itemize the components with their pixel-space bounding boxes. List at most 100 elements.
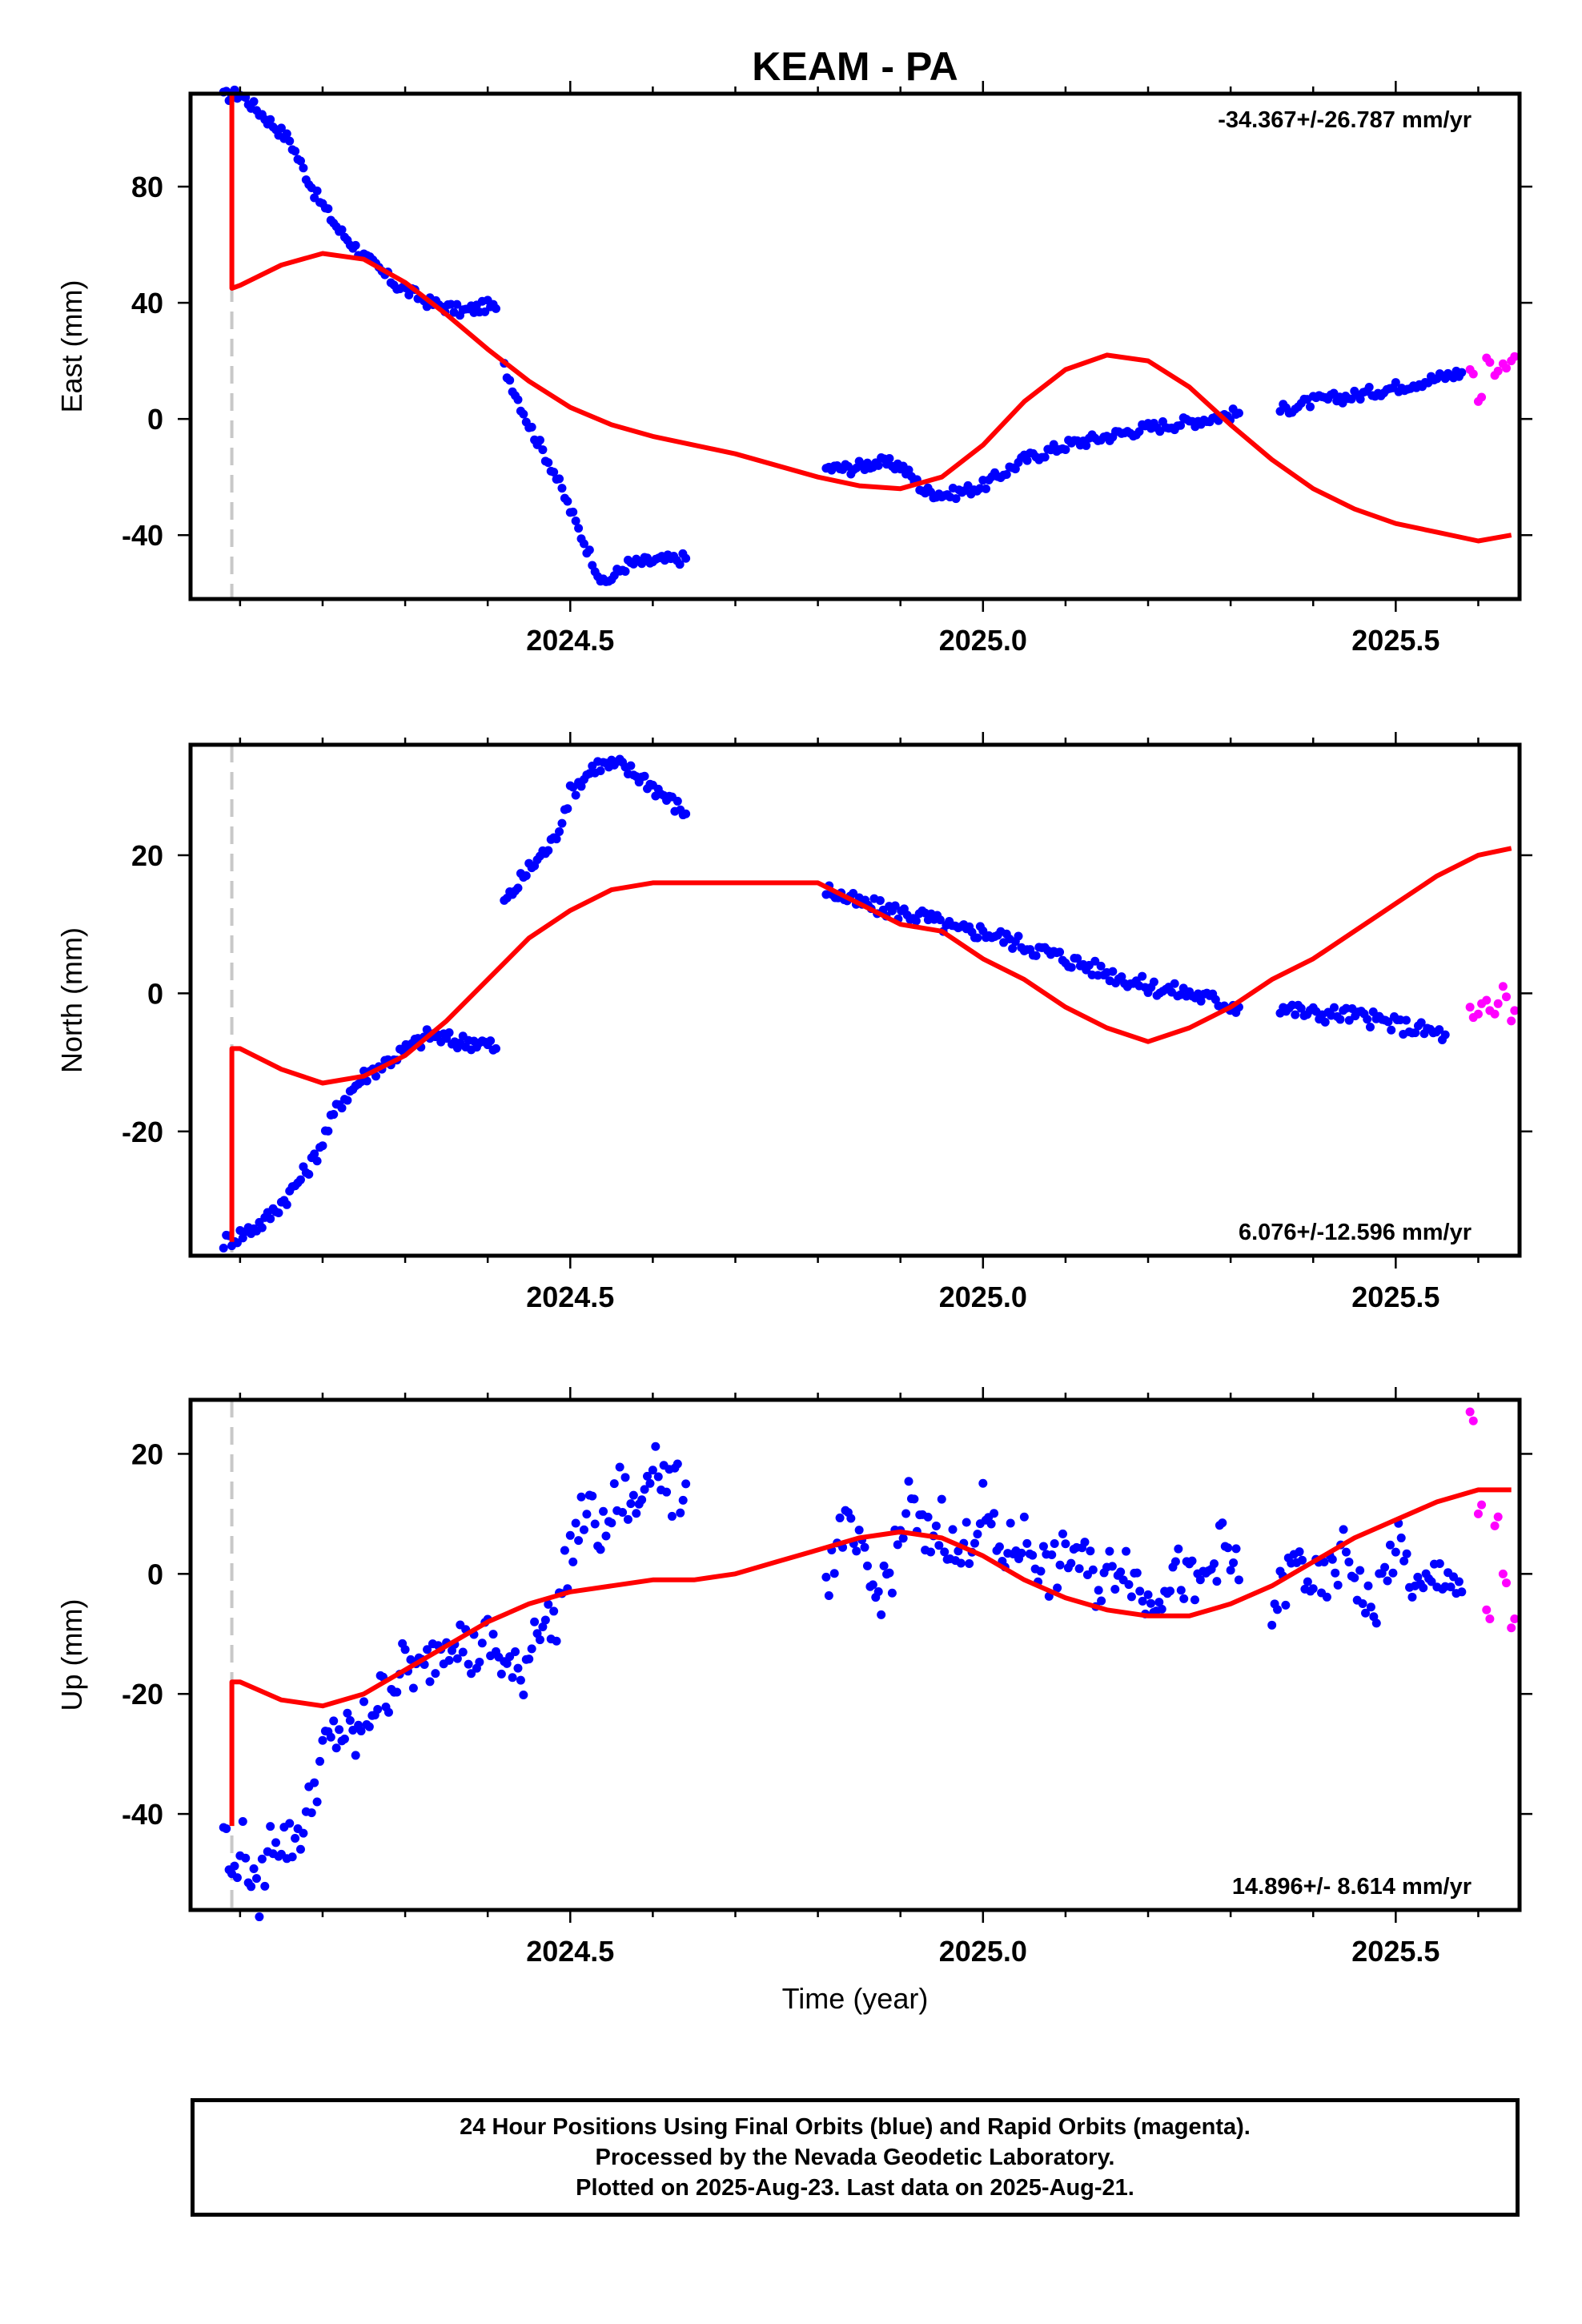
x-tick-label: 2025.0 [939,1935,1027,1968]
final-orbit-point [1028,1550,1038,1560]
final-orbit-point [926,1547,936,1557]
final-orbit-point [345,1715,355,1725]
final-orbit-point [343,1708,352,1718]
final-orbit-point [351,240,360,250]
final-orbit-point [1061,444,1070,454]
final-orbit-point [535,1635,544,1645]
x-tick-label: 2025.5 [1351,1935,1439,1968]
final-orbit-point [552,834,561,844]
final-orbit-point [1303,1577,1312,1586]
final-orbit-point [632,1509,641,1518]
final-orbit-point [266,1822,275,1831]
rapid-orbit-point [1507,1016,1516,1026]
final-orbit-point [560,1546,569,1555]
final-orbit-point [544,458,553,468]
rapid-orbit-point [1493,366,1503,376]
final-orbit-point [371,1072,381,1081]
footer-box: 24 Hour Positions Using Final Orbits (bl… [191,2098,1520,2217]
final-orbit-point [1355,1566,1365,1575]
final-orbit-point [310,1778,319,1787]
rapid-orbit-point [1507,1623,1516,1633]
final-orbit-point [852,1546,861,1556]
rapid-orbit-point [1485,1614,1495,1624]
final-orbit-point [1176,420,1186,430]
final-orbit-point [678,1495,688,1505]
final-orbit-point [1212,1577,1222,1586]
final-orbit-point [1363,1015,1372,1024]
final-orbit-point [854,1526,864,1535]
final-orbit-point [219,1244,228,1253]
final-orbit-point [544,846,553,855]
final-orbit-point [557,818,567,828]
final-orbit-point [904,1477,913,1486]
final-orbit-point [1435,1559,1444,1569]
rapid-orbit-point [1498,982,1508,991]
final-orbit-point [251,1874,261,1884]
final-orbit-point [1170,979,1179,988]
final-orbit-point [1080,1538,1090,1547]
final-orbit-point [444,1655,454,1665]
final-orbit-point [431,1669,440,1679]
final-orbit-point [681,809,691,818]
final-orbit-point [383,1707,393,1717]
final-orbit-point [568,1557,578,1566]
final-orbit-point [260,1881,270,1891]
final-orbit-point [994,1542,1004,1552]
final-orbit-point [1319,1558,1329,1567]
final-orbit-point [359,1697,369,1707]
final-orbit-point [425,1677,435,1687]
final-orbit-point [1329,1003,1339,1012]
rate-label: 14.896+/- 8.614 mm/yr [1232,1874,1472,1900]
final-orbit-point [452,300,462,309]
final-orbit-point [1073,954,1082,963]
rapid-orbit-point [1482,1605,1492,1614]
final-orbit-point [337,225,347,235]
final-orbit-point [1383,1576,1392,1586]
final-orbit-point [986,1519,996,1529]
final-orbit-point [648,1466,657,1475]
final-orbit-point [452,1654,462,1663]
final-orbit-point [607,1518,616,1528]
final-orbit-point [331,1743,341,1753]
final-orbit-point [1107,1562,1117,1571]
final-orbit-point [310,1149,319,1159]
final-orbit-point [588,1491,597,1501]
final-orbit-point [513,395,523,404]
final-orbit-point [266,115,275,124]
final-orbit-point [255,1912,264,1922]
final-orbit-point [1320,1017,1330,1027]
final-orbit-point [1407,1592,1417,1602]
final-orbit-point [1055,947,1065,957]
final-orbit-point [877,1610,886,1619]
final-orbit-point [1108,967,1118,976]
final-orbit-point [565,1530,575,1540]
final-orbit-point [1267,1620,1277,1630]
east-panel: 2024.5 2025.0 2025.5 -40 0 40 80 East (mm) -34.3… [55,81,1532,657]
final-orbit-point [486,1036,496,1046]
final-orbit-point [1440,1030,1450,1039]
final-orbit-point [563,497,572,506]
final-orbit-point [299,163,308,173]
final-orbit-point [1295,1547,1304,1557]
final-orbit-point [1413,1572,1423,1582]
final-orbit-point [315,1756,325,1766]
final-orbit-point [337,1104,347,1113]
final-orbit-point [962,1518,971,1527]
final-orbit-point [538,1622,548,1632]
final-orbit-point [1383,1017,1393,1027]
final-orbit-point [923,1512,933,1522]
final-orbit-point [1355,394,1365,404]
final-orbit-point [555,474,564,484]
final-orbit-point [1019,1512,1029,1522]
final-orbit-point [662,1487,672,1497]
y-tick-label: 80 [131,171,163,203]
model-curve [229,94,1512,544]
final-orbit-point [1179,1594,1189,1603]
final-orbit-point [898,1534,908,1543]
y-tick-label: -40 [122,519,163,552]
final-orbit-point [934,1541,944,1550]
final-orbit-point [335,1725,344,1735]
final-orbit-point [295,1175,305,1184]
final-orbit-point [271,1838,281,1848]
